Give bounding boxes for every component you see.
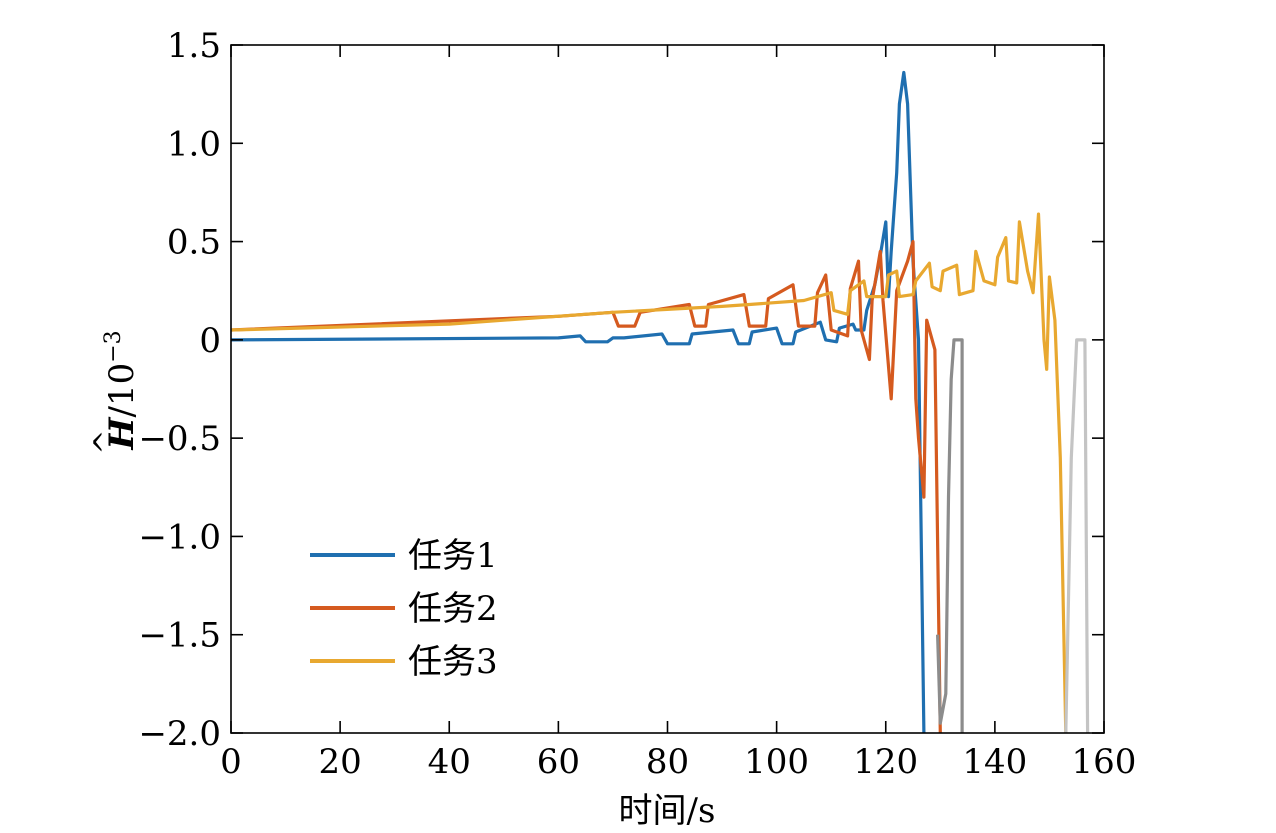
y-axis-label: H/10−3 ^ [88, 330, 142, 454]
series-line-4 [936, 338, 964, 733]
legend-label: 任务3 [408, 642, 498, 682]
plot-frame [230, 44, 1105, 734]
y-axis-symbol: H [102, 416, 142, 451]
svg-text:H/10−3: H/10−3 [101, 330, 142, 450]
y-tick-label: 0.5 [167, 223, 221, 263]
y-axis-exponent: −3 [101, 330, 126, 362]
y-tick-label: −0.5 [138, 419, 221, 459]
x-tick-label: 160 [1072, 742, 1137, 782]
x-tick-label: 0 [220, 742, 242, 782]
y-tick-label: −1.0 [138, 517, 221, 557]
series-layer [231, 70, 1090, 733]
series-line-5 [1064, 338, 1090, 733]
series-line-3 [231, 212, 1068, 733]
x-tick-label: 20 [318, 742, 361, 782]
series-line-1 [231, 70, 926, 733]
y-tick-label: 0 [199, 321, 221, 361]
x-tick-label: 100 [744, 742, 809, 782]
x-tick-label: 60 [537, 742, 580, 782]
y-axis-accent: ^ [88, 429, 123, 454]
y-tick-label: −2.0 [138, 714, 221, 754]
legend-label: 任务1 [408, 536, 498, 576]
x-tick-label: 40 [428, 742, 471, 782]
y-axis-unit: /10 [102, 363, 142, 418]
y-tick-label: 1.0 [167, 124, 221, 164]
y-tick-label: −1.5 [138, 616, 221, 656]
axes-layer: 0 20 40 60 80 100 120 140 160 1.5 1.0 0.5 0 −0.5 −1.0 −… [138, 26, 1136, 782]
x-tick-label: 80 [646, 742, 689, 782]
x-tick-label: 120 [853, 742, 918, 782]
legend: 任务1 任务2 任务3 [310, 536, 498, 682]
x-axis-label: 时间/s [619, 791, 716, 831]
x-tick-label: 140 [962, 742, 1027, 782]
legend-label: 任务2 [408, 589, 498, 629]
y-tick-label: 1.5 [167, 26, 221, 66]
